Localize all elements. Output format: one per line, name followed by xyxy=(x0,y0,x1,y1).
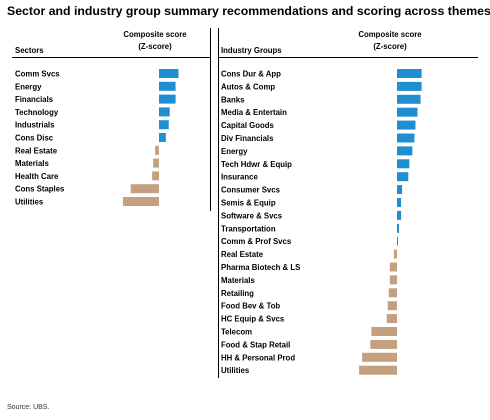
industry-label: HH & Personal Prod xyxy=(221,353,295,362)
industry-bar xyxy=(397,159,410,169)
industry-bar xyxy=(397,107,418,117)
industry-header-rule xyxy=(218,57,478,58)
industry-label: Telecom xyxy=(221,328,252,337)
sectors-score-header-line2: (Z-score) xyxy=(138,42,172,51)
sector-label: Real Estate xyxy=(15,146,58,155)
industry-bar xyxy=(397,69,422,78)
sector-label: Financials xyxy=(15,95,54,104)
industry-label: Capital Goods xyxy=(221,121,275,130)
source-note: Source: UBS. xyxy=(7,404,50,411)
industry-label: Comm & Prof Svcs xyxy=(221,237,292,246)
sector-label: Cons Staples xyxy=(15,185,65,194)
industry-bar xyxy=(371,327,397,336)
sectors-header-rule xyxy=(12,57,210,58)
industry-label: Food & Stap Retail xyxy=(221,340,290,349)
industry-label: Energy xyxy=(221,147,248,156)
sector-bar xyxy=(130,184,159,194)
sector-label: Energy xyxy=(15,82,42,91)
sector-label: Industrials xyxy=(15,121,55,130)
sector-label: Cons Disc xyxy=(15,134,54,143)
industry-bar xyxy=(370,339,397,349)
industry-bar xyxy=(397,133,415,143)
sector-bar xyxy=(159,133,166,142)
sector-label: Comm Svcs xyxy=(15,70,60,79)
industry-bar xyxy=(397,185,403,195)
industry-bar xyxy=(397,81,422,91)
industry-bar xyxy=(362,352,397,362)
industry-label: Insurance xyxy=(221,173,258,182)
sectors-header: Sectors xyxy=(15,46,44,55)
industry-groups-header: Industry Groups xyxy=(221,46,282,55)
industry-bar xyxy=(397,172,409,182)
industry-label: Real Estate xyxy=(221,250,264,259)
industry-label: Div Financials xyxy=(221,134,274,143)
sector-bar xyxy=(159,81,176,91)
industry-label: Autos & Comp xyxy=(221,82,275,91)
industry-bar xyxy=(386,314,397,324)
industry-bar xyxy=(389,262,397,272)
industry-bar xyxy=(397,210,402,220)
sectors-divider xyxy=(210,28,211,211)
industry-score-header: Composite score (Z-score) xyxy=(350,29,430,53)
industry-divider xyxy=(218,28,219,378)
industry-score-header-line1: Composite score xyxy=(358,30,422,39)
sectors-score-header: Composite score (Z-score) xyxy=(115,29,195,53)
industry-score-header-line2: (Z-score) xyxy=(373,42,407,51)
sector-bar xyxy=(153,158,159,168)
industry-label: Consumer Svcs xyxy=(221,186,281,195)
industry-bar xyxy=(388,288,397,298)
sector-bar xyxy=(159,120,169,130)
industry-bar xyxy=(397,198,402,207)
sector-bar xyxy=(159,94,176,104)
industry-label: Media & Entertain xyxy=(221,108,287,117)
sectors-score-header-line1: Composite score xyxy=(123,30,187,39)
industry-label: Materials xyxy=(221,276,255,285)
industry-label: Food Bev & Tob xyxy=(221,302,280,311)
sector-label: Materials xyxy=(15,159,49,168)
industry-bar xyxy=(387,301,397,311)
industry-label: Transportation xyxy=(221,224,276,233)
industry-bar xyxy=(393,249,397,259)
sector-bar xyxy=(159,69,179,78)
sector-bar xyxy=(122,197,159,206)
industry-label: Software & Svcs xyxy=(221,211,283,220)
sector-bar xyxy=(155,145,159,155)
industry-label: Tech Hdwr & Equip xyxy=(221,160,292,169)
industry-bar xyxy=(397,146,413,156)
sector-label: Health Care xyxy=(15,172,59,181)
industry-bar xyxy=(397,94,421,104)
sector-label: Utilities xyxy=(15,198,44,207)
chart-title: Sector and industry group summary recomm… xyxy=(7,4,490,18)
industry-label: HC Equip & Svcs xyxy=(221,315,285,324)
industry-bar xyxy=(389,275,397,285)
sector-bar xyxy=(152,171,159,181)
industry-bar xyxy=(397,223,400,233)
industry-label: Banks xyxy=(221,95,245,104)
industry-label: Pharma Biotech & LS xyxy=(221,263,300,272)
industry-label: Retailing xyxy=(221,289,254,298)
industry-bar xyxy=(397,120,416,130)
industry-bar xyxy=(359,365,397,375)
sector-bar xyxy=(159,107,170,117)
industry-label: Utilities xyxy=(221,366,250,375)
industry-bar xyxy=(397,236,398,246)
industry-label: Cons Dur & App xyxy=(221,70,281,79)
industry-label: Semis & Equip xyxy=(221,199,276,208)
sector-label: Technology xyxy=(15,108,59,117)
